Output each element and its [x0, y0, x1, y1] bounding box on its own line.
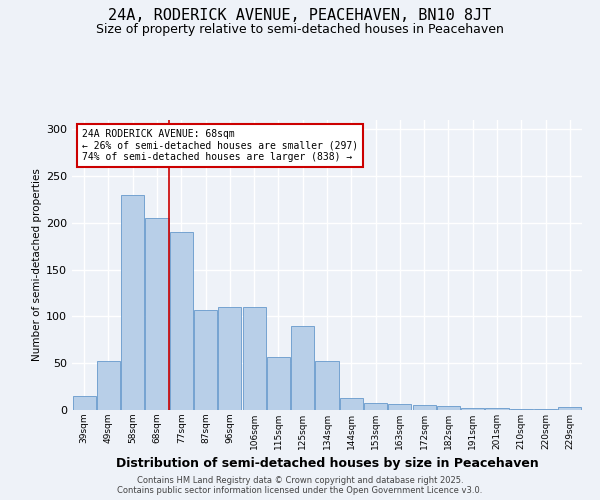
Bar — [316, 362, 338, 410]
Y-axis label: Number of semi-detached properties: Number of semi-detached properties — [32, 168, 42, 362]
Bar — [97, 362, 120, 410]
Bar — [413, 406, 436, 410]
Bar — [194, 310, 217, 410]
Text: Distribution of semi-detached houses by size in Peacehaven: Distribution of semi-detached houses by … — [116, 458, 538, 470]
Text: 24A, RODERICK AVENUE, PEACEHAVEN, BN10 8JT: 24A, RODERICK AVENUE, PEACEHAVEN, BN10 8… — [109, 8, 491, 22]
Bar — [291, 326, 314, 410]
Bar — [170, 232, 193, 410]
Bar — [510, 409, 533, 410]
Bar — [145, 218, 169, 410]
Text: Size of property relative to semi-detached houses in Peacehaven: Size of property relative to semi-detach… — [96, 22, 504, 36]
Bar — [485, 408, 509, 410]
Text: Contains HM Land Registry data © Crown copyright and database right 2025.
Contai: Contains HM Land Registry data © Crown c… — [118, 476, 482, 495]
Bar — [364, 402, 387, 410]
Bar — [534, 409, 557, 410]
Bar — [461, 408, 484, 410]
Bar — [340, 398, 363, 410]
Bar — [73, 396, 95, 410]
Bar — [388, 404, 412, 410]
Bar — [218, 307, 241, 410]
Bar — [559, 407, 581, 410]
Text: 24A RODERICK AVENUE: 68sqm
← 26% of semi-detached houses are smaller (297)
74% o: 24A RODERICK AVENUE: 68sqm ← 26% of semi… — [82, 128, 358, 162]
Bar — [121, 195, 144, 410]
Bar — [437, 406, 460, 410]
Bar — [242, 307, 266, 410]
Bar — [267, 356, 290, 410]
